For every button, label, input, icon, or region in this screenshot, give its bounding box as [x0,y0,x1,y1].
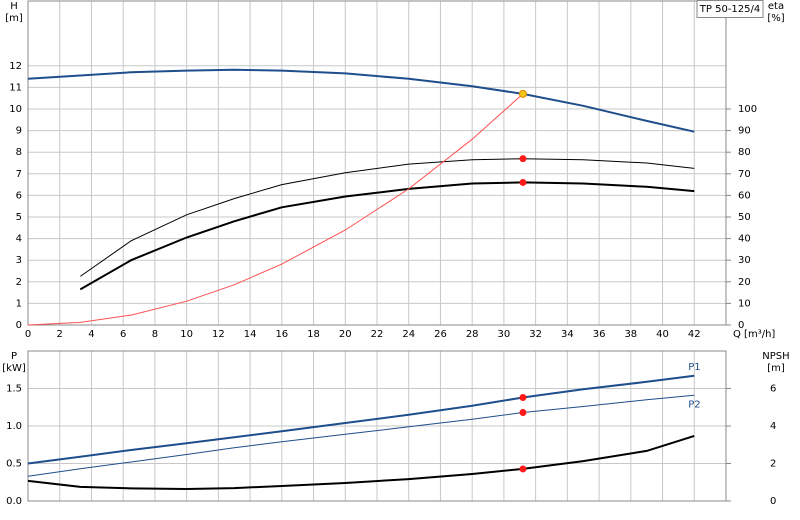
y2-axis-unit: [m] [767,363,785,374]
duty-point [519,465,527,473]
x-tick-label: 28 [466,329,479,340]
y-tick-label: 2 [16,277,22,288]
curve [27,93,524,326]
y-tick-label: 5 [16,212,22,223]
curve [80,158,695,277]
y2-tick-label: 90 [738,126,751,137]
x-tick-label: 30 [498,329,511,340]
duty-point [519,394,527,401]
y-tick-label: 1.0 [6,421,22,432]
y-axis-unit: [kW] [2,363,26,374]
y-tick-label: 3 [16,255,22,266]
x-tick-label: 10 [180,329,193,340]
duty-point [519,409,527,416]
curve [27,394,695,477]
y2-tick-label: 0 [738,320,744,331]
y2-tick-label: 10 [738,298,751,309]
y-tick-label: 1.5 [6,384,22,395]
curve [27,374,695,465]
x-tick-label: 26 [434,329,447,340]
x-tick-label: 40 [656,329,669,340]
curve [27,68,695,133]
x-tick-label: 36 [593,329,606,340]
y2-tick-label: 40 [738,234,751,245]
y-tick-label: 8 [16,147,22,158]
y-axis-label: P [11,351,17,362]
y-tick-label: 7 [16,169,22,180]
duty-point [519,155,527,163]
y-tick-label: 0.0 [6,496,22,507]
x-tick-label: 18 [307,329,320,340]
x-tick-label: 38 [624,329,637,340]
legend-text: TP 50-125/4 [699,4,760,15]
curve [79,181,695,291]
x-tick-label: 22 [371,329,384,340]
x-tick-label: 32 [529,329,542,340]
series-label: P1 [688,362,700,373]
x-tick-label: 14 [244,329,257,340]
y-tick-label: 6 [16,190,22,201]
y-tick-label: 1 [16,298,22,309]
y2-tick-label: 6 [770,384,776,395]
y2-tick-label: 80 [738,147,751,158]
x-tick-label: 8 [152,329,158,340]
duty-point [518,89,527,98]
y-tick-label: 0.5 [6,459,22,470]
y2-tick-label: 50 [738,212,751,223]
y-tick-label: 11 [9,82,22,93]
legend-box [696,0,764,18]
x-tick-label: 4 [88,329,94,340]
y-tick-label: 9 [16,126,22,137]
plot-frame [27,350,727,502]
y2-axis-unit: [%] [767,13,784,24]
y2-tick-label: 100 [738,104,757,115]
x-tick-label: 24 [402,329,415,340]
x-tick-label: 2 [57,329,63,340]
y2-tick-label: 70 [738,169,751,180]
x-tick-label: 34 [561,329,574,340]
y2-axis-label: NPSH [762,351,789,362]
y2-tick-label: 0 [770,496,776,507]
x-tick-label: 6 [120,329,126,340]
x-tick-label: 20 [339,329,352,340]
x-axis-label: Q [m³/h] [733,329,775,340]
y-tick-label: 12 [9,61,22,72]
y-axis-label: H [10,1,18,12]
x-tick-label: 16 [275,329,288,340]
x-tick-label: 12 [212,329,225,340]
y-tick-label: 4 [16,234,22,245]
duty-point [519,178,527,186]
series-label: P2 [688,399,700,410]
y2-axis-label: eta [768,1,784,12]
y2-tick-label: 2 [770,459,776,470]
x-tick-label: 0 [25,329,31,340]
y-axis-unit: [m] [5,13,23,24]
y2-tick-label: 60 [738,190,751,201]
y2-tick-label: 20 [738,277,751,288]
y2-tick-label: 30 [738,255,751,266]
curve [27,434,695,491]
plot-frame [27,0,727,326]
y2-tick-label: 4 [770,421,776,432]
y-tick-label: 0 [16,320,22,331]
x-tick-label: 42 [688,329,701,340]
y-tick-label: 10 [9,104,22,115]
